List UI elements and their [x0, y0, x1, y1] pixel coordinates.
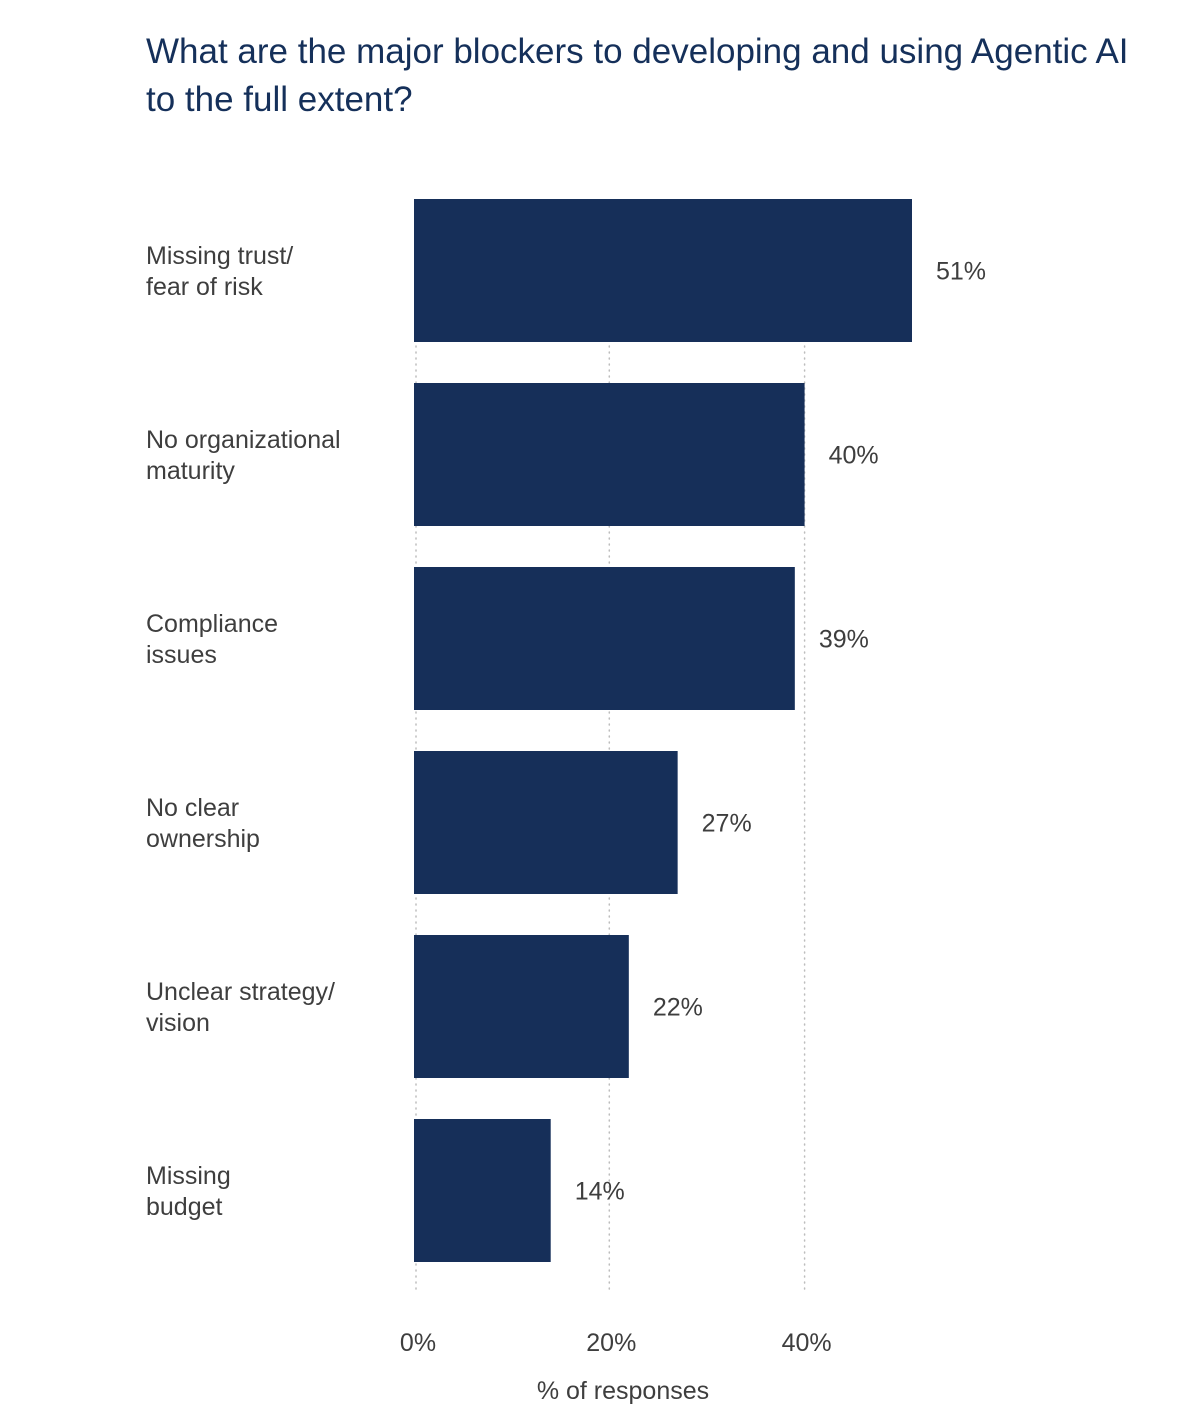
category-label: Missing trust/fear of risk	[146, 242, 293, 301]
category-label-line: No clear	[146, 794, 239, 822]
bar	[414, 935, 629, 1078]
category-label-line: issues	[146, 641, 217, 669]
value-label: 14%	[575, 1178, 625, 1206]
value-labels: 51% 40% 39% 27% 22% 14%	[575, 258, 986, 1206]
category-label-line: Missing	[146, 1162, 231, 1190]
category-label-line: Compliance	[146, 610, 278, 638]
x-tick-label: 40%	[782, 1329, 832, 1357]
category-label: Missing budget	[146, 1162, 231, 1221]
bar	[414, 567, 795, 710]
bar	[414, 751, 678, 894]
category-label-line: maturity	[146, 457, 235, 485]
bar	[414, 383, 805, 526]
category-label: No clear ownership	[146, 794, 260, 853]
category-label: Unclear strategy/vision	[146, 978, 335, 1037]
x-axis-label: % of responses	[537, 1377, 709, 1405]
value-label: 27%	[702, 810, 752, 838]
x-tick-label: 20%	[586, 1329, 636, 1357]
value-label: 22%	[653, 994, 703, 1022]
bar	[414, 1119, 551, 1262]
bars	[414, 199, 912, 1262]
category-label: Compliance issues	[146, 610, 278, 669]
x-axis-ticks: 0% 20% 40%	[400, 1329, 832, 1357]
x-tick-label: 0%	[400, 1329, 436, 1357]
category-label-line: ownership	[146, 825, 260, 853]
value-label: 39%	[819, 626, 869, 654]
value-label: 51%	[936, 258, 986, 286]
category-label-line: fear of risk	[146, 273, 263, 301]
category-label-line: No organizational	[146, 426, 341, 454]
category-label: No organizational maturity	[146, 426, 341, 485]
bar	[414, 199, 912, 342]
category-label-line: budget	[146, 1193, 223, 1221]
category-label-line: Missing trust/	[146, 242, 293, 270]
category-labels: Missing trust/fear of risk No organizatio…	[146, 242, 341, 1221]
category-label-line: Unclear strategy/	[146, 978, 335, 1006]
value-label: 40%	[829, 442, 879, 470]
category-label-line: vision	[146, 1009, 210, 1037]
chart-title: What are the major blockers to developin…	[146, 32, 1129, 119]
